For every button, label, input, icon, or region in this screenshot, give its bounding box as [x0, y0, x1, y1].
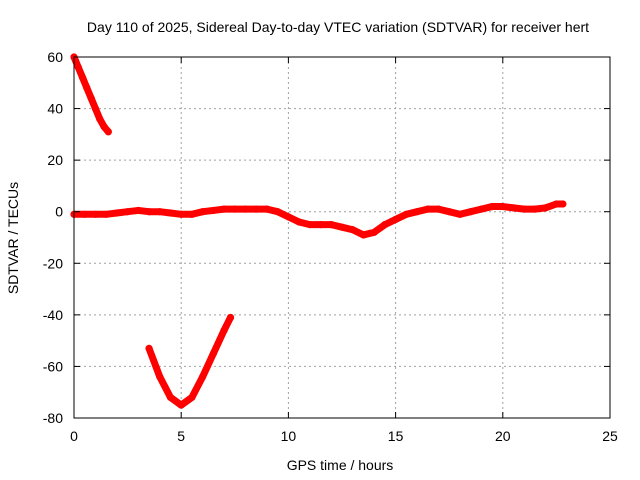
series-near-zero-trace-point: [295, 218, 303, 226]
series-near-zero-trace-point: [91, 210, 100, 218]
x-axis-label: GPS time / hours: [287, 457, 394, 473]
series-near-zero-trace-point: [552, 200, 561, 208]
series-near-zero-trace-point: [188, 210, 196, 218]
series-near-zero-trace-point: [509, 204, 518, 212]
series-u-shaped-arc-point: [226, 313, 235, 322]
x-tick-label: 10: [281, 428, 297, 444]
series-near-zero-trace-point: [402, 210, 410, 218]
series-near-zero-trace-point: [134, 206, 142, 215]
series-descending-arc-point: [91, 104, 100, 113]
y-tick-label: -80: [43, 410, 63, 426]
series-descending-arc-point: [96, 115, 104, 123]
series-layer: [70, 53, 567, 409]
series-near-zero-trace-point: [349, 226, 357, 234]
series-near-zero-trace-point: [520, 205, 528, 213]
series-near-zero-trace-point: [456, 210, 464, 218]
series-descending-arc-point: [100, 123, 108, 131]
series-near-zero-trace-point: [306, 221, 314, 229]
series-near-zero-trace-point: [145, 208, 153, 216]
series-descending-arc-point: [104, 128, 112, 136]
y-tick-label: 0: [55, 204, 63, 220]
series-near-zero-trace-point: [413, 208, 421, 216]
series-near-zero-trace-point: [559, 200, 567, 208]
series-near-zero-trace-point: [284, 213, 292, 221]
series-near-zero-trace-point: [338, 223, 346, 231]
x-tick-label: 5: [177, 428, 185, 444]
series-near-zero-trace-point: [434, 205, 443, 213]
series-descending-arc-point: [74, 63, 82, 71]
series-near-zero-trace-point: [81, 210, 89, 218]
series-near-zero-trace-point: [467, 208, 475, 216]
series-u-shaped-arc-point: [166, 393, 175, 401]
series-near-zero-trace-point: [542, 204, 550, 212]
y-tick-label: 20: [47, 152, 63, 168]
series-near-zero-trace-point: [252, 205, 260, 213]
series-near-zero-trace-point: [488, 202, 496, 211]
x-tick-label: 0: [70, 428, 78, 444]
series-near-zero-trace-point: [220, 205, 228, 213]
series-near-zero-trace-point: [156, 208, 164, 216]
y-tick-label: 40: [47, 101, 63, 117]
series-near-zero-trace-point: [274, 208, 282, 216]
series-near-zero-trace-point: [241, 205, 250, 213]
series-u-shaped-arc-point: [177, 401, 185, 409]
series-u-shaped-arc-point: [156, 373, 164, 381]
series-near-zero-trace-point: [166, 209, 175, 217]
plot-frame: [73, 56, 611, 419]
series-near-zero-trace-point: [499, 202, 507, 211]
y-tick-label: -60: [43, 358, 63, 374]
x-tick-label: 25: [602, 428, 618, 444]
series-near-zero-trace-point: [370, 228, 378, 236]
series-descending-arc-point: [83, 84, 91, 92]
series-near-zero-trace-point: [263, 205, 271, 213]
series-near-zero-trace-point: [424, 205, 432, 213]
series-u-shaped-arc-point: [209, 349, 217, 358]
series-near-zero-trace-point: [102, 210, 110, 218]
series-near-zero-trace-point: [177, 210, 185, 218]
series-u-shaped-arc-point: [220, 326, 228, 334]
series-near-zero-trace-point: [445, 208, 453, 216]
y-axis-label: SDTVAR / TECUs: [5, 182, 21, 294]
x-tick-label: 15: [388, 428, 404, 444]
x-tick-label: 20: [495, 428, 511, 444]
series-near-zero-trace-point: [209, 206, 217, 215]
y-tick-label: -40: [43, 307, 63, 323]
series-near-zero-trace-point: [231, 205, 239, 213]
series-near-zero-trace-point: [316, 221, 325, 229]
series-near-zero-trace-point: [477, 205, 485, 213]
tick-layer: 0 5 10 15 20 25 -80 -60 -40 -20 0 20 40 60: [43, 49, 618, 444]
series-u-shaped-arc-point: [188, 393, 196, 401]
series-near-zero-trace-point: [359, 231, 368, 239]
series-u-shaped-arc-point: [145, 344, 153, 352]
series-near-zero-trace-point: [392, 215, 400, 224]
series-near-zero-trace-point: [113, 209, 121, 217]
chart-title: Day 110 of 2025, Sidereal Day-to-day VTE…: [87, 19, 589, 35]
series-near-zero-trace-point: [381, 221, 389, 229]
series-near-zero-trace-point: [199, 208, 207, 216]
y-tick-label: -20: [43, 255, 63, 271]
y-tick-label: 60: [47, 49, 63, 65]
series-near-zero-trace-point: [327, 221, 335, 229]
series-near-zero-trace-point: [531, 205, 539, 213]
series-near-zero-trace-point: [124, 208, 132, 216]
series-u-shaped-arc-point: [199, 373, 207, 381]
series-descending-arc-point: [78, 74, 87, 82]
series-descending-arc-point: [87, 94, 95, 102]
